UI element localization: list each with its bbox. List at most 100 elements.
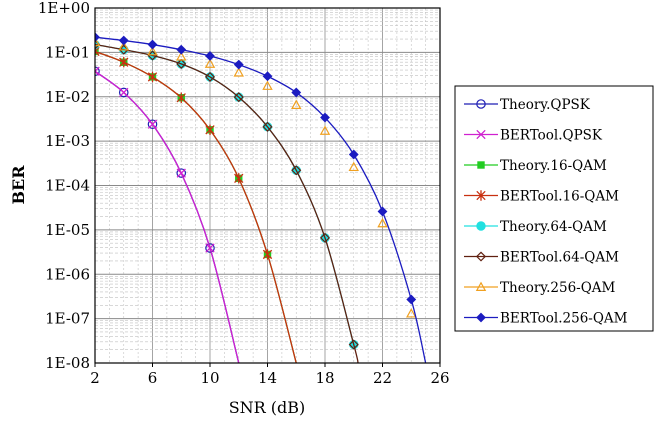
x-tick-label: 14: [258, 369, 277, 387]
y-tick-label: 1E-08: [45, 354, 90, 372]
x-tick-label: 26: [430, 369, 449, 387]
data-point: [176, 168, 187, 178]
data-point: [95, 46, 100, 57]
data-point: [476, 221, 486, 231]
y-tick-label: 1E-04: [45, 177, 90, 195]
data-point: [118, 87, 129, 98]
data-point: [348, 161, 359, 172]
series-bertool-256-qam: [95, 32, 427, 363]
legend-item: Theory.16-QAM: [464, 158, 607, 174]
data-point: [348, 149, 359, 160]
x-tick-label: 6: [148, 369, 158, 387]
data-point: [476, 129, 486, 140]
series-layer: [95, 32, 427, 363]
series-bertool-16-qam: [95, 46, 297, 363]
data-point: [176, 58, 187, 69]
data-point: [205, 51, 215, 61]
y-tick-label: 1E-07: [45, 310, 90, 328]
data-point: [95, 32, 100, 43]
legend-item: BERTool.64-QAM: [464, 250, 619, 266]
data-point: [291, 99, 302, 110]
data-point: [204, 71, 216, 82]
data-point: [147, 45, 158, 56]
y-tick-label: 1E-06: [45, 265, 90, 283]
data-point: [233, 67, 244, 77]
data-point: [377, 217, 388, 228]
legend-label: Theory.64-QAM: [500, 219, 607, 235]
data-point: [205, 243, 215, 253]
grid: [94, 7, 441, 364]
data-point: [233, 59, 244, 70]
data-point: [319, 232, 331, 243]
y-tick-label: 1E-03: [45, 132, 90, 150]
x-tick-label: 2: [90, 369, 100, 387]
data-point: [475, 251, 487, 262]
y-axis-title: BER: [9, 165, 28, 205]
data-point: [476, 99, 486, 109]
legend-item: Theory.QPSK: [464, 97, 591, 113]
legend-item: BERTool.QPSK: [464, 128, 603, 144]
data-point: [95, 66, 100, 76]
data-point: [262, 121, 273, 132]
series-theory-256-qam: [95, 36, 417, 318]
data-point: [348, 339, 359, 350]
data-point: [319, 125, 331, 135]
legend-item: Theory.64-QAM: [464, 219, 607, 235]
data-point: [262, 249, 273, 260]
legend-item: BERTool.256-QAM: [464, 311, 628, 327]
x-tick-label: 22: [373, 369, 392, 387]
data-point: [176, 168, 186, 178]
data-point: [119, 57, 129, 68]
y-tick-label: 1E-05: [45, 221, 90, 239]
data-point: [262, 71, 273, 82]
legend-label: BERTool.16-QAM: [500, 189, 619, 205]
data-point: [233, 92, 244, 103]
data-point: [406, 308, 417, 318]
legend-label: BERTool.64-QAM: [500, 250, 619, 266]
data-point: [406, 294, 417, 305]
legend-item: Theory.256-QAM: [464, 280, 616, 296]
x-axis-title: SNR (dB): [229, 398, 306, 417]
legend-item: BERTool.16-QAM: [464, 189, 619, 205]
data-point: [205, 124, 215, 135]
legend-label: BERTool.QPSK: [500, 128, 603, 144]
y-tick-label: 1E+00: [38, 0, 90, 17]
x-tick-label: 10: [200, 369, 219, 387]
data-point: [95, 36, 101, 47]
data-point: [176, 44, 187, 55]
data-point: [205, 243, 215, 253]
ticks: 2 6 10 14 18 22 261E-081E-071E-061E-051E-041E-…: [38, 0, 450, 387]
data-point: [118, 41, 129, 51]
data-point: [147, 119, 158, 130]
legend-label: Theory.16-QAM: [500, 158, 607, 174]
data-point: [291, 87, 302, 98]
legend-box: [454, 85, 654, 332]
data-point: [119, 87, 129, 98]
y-tick-label: 1E-02: [45, 88, 90, 106]
data-point: [320, 112, 330, 123]
y-tick-label: 1E-01: [45, 43, 90, 61]
data-point: [475, 281, 487, 291]
data-point: [204, 58, 216, 68]
data-point: [176, 51, 187, 61]
data-point: [262, 80, 273, 90]
data-point: [291, 165, 302, 176]
data-point: [476, 190, 486, 201]
data-point: [477, 161, 485, 169]
legend: Theory.QPSK BERTool.QPSK Theory.16-QAM BERT…: [454, 85, 654, 332]
legend-label: BERTool.256-QAM: [500, 311, 628, 327]
data-point: [147, 71, 158, 83]
legend-label: Theory.QPSK: [500, 97, 591, 113]
data-point: [118, 35, 129, 46]
data-point: [147, 119, 158, 129]
data-point: [234, 173, 244, 184]
x-tick-label: 18: [315, 369, 334, 387]
data-point: [476, 312, 486, 323]
data-point: [147, 39, 158, 50]
data-point: [176, 92, 186, 103]
data-point: [377, 206, 388, 217]
data-point: [147, 50, 158, 61]
series-line: [95, 43, 359, 363]
legend-label: Theory.256-QAM: [500, 280, 616, 296]
